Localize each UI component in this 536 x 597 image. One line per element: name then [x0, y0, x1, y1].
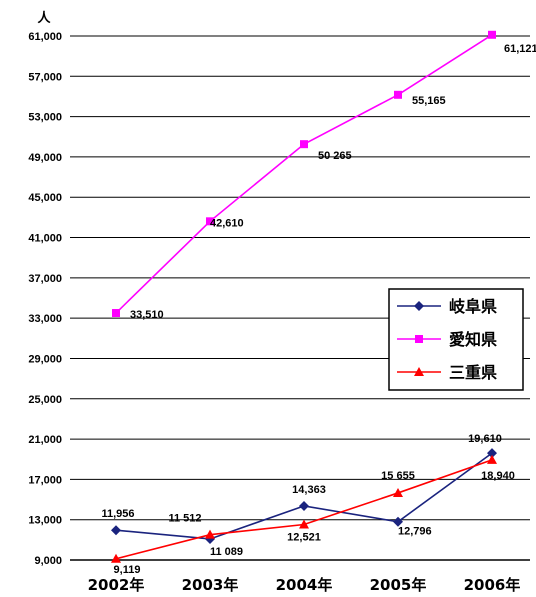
series-aichi: [112, 30, 496, 318]
y-axis-tick-labels: 9,000 13,000 17,000 21,000 25,000 29,000 33,00…: [28, 31, 62, 567]
data-label: 12,521: [287, 532, 321, 544]
y-tick-label: 41,000: [28, 233, 62, 245]
data-label: 50 265: [318, 150, 352, 162]
y-tick-label: 17,000: [28, 474, 62, 486]
legend-label: 愛知県: [449, 330, 497, 349]
data-label: 19,610: [468, 433, 502, 445]
y-tick-label: 45,000: [28, 192, 62, 204]
data-label: 11,956: [101, 508, 134, 520]
data-label: 33,510: [130, 309, 164, 321]
series-mie: [111, 454, 497, 563]
y-tick-label: 53,000: [28, 112, 62, 124]
y-tick-label: 37,000: [28, 273, 62, 285]
data-point-marker: [299, 519, 309, 529]
y-tick-label: 57,000: [28, 71, 62, 83]
y-axis-unit-label: 人: [37, 10, 51, 26]
x-tick-label: 2003年: [182, 576, 239, 594]
data-point-marker: [299, 500, 309, 511]
legend-item-gifu: 岐阜県: [397, 297, 497, 316]
data-label: 11 512: [168, 513, 201, 525]
data-label: 15 655: [381, 470, 415, 482]
y-tick-label: 61,000: [28, 31, 62, 43]
data-label: 11 089: [210, 546, 243, 558]
data-point-marker: [487, 454, 497, 464]
legend-marker: [415, 335, 423, 343]
legend-label: 三重県: [449, 363, 497, 382]
data-point-marker: [111, 553, 121, 563]
data-label: 18,940: [481, 470, 515, 482]
x-tick-label: 2006年: [464, 576, 521, 594]
y-tick-label: 49,000: [28, 152, 62, 164]
legend-label: 岐阜県: [449, 297, 497, 316]
x-axis-tick-labels: 2002年 2003年 2004年 2005年 2006年: [88, 576, 521, 594]
data-label: 14,363: [292, 484, 326, 496]
y-tick-label: 25,000: [28, 394, 62, 406]
data-label: 61,121: [504, 43, 536, 55]
data-point-marker: [393, 516, 403, 527]
x-tick-label: 2005年: [370, 576, 427, 594]
x-tick-label: 2002年: [88, 576, 145, 594]
data-point-marker: [487, 448, 497, 459]
series-layer: [111, 30, 497, 563]
data-point-marker: [112, 309, 120, 318]
y-tick-label: 21,000: [28, 434, 62, 446]
y-tick-label: 29,000: [28, 353, 62, 365]
data-label: 12,796: [398, 526, 432, 538]
y-tick-label: 33,000: [28, 313, 62, 325]
data-labels: 11,956 11 089 14,363 12,796 19,610 33,510 42,6…: [101, 43, 536, 576]
data-point-marker: [300, 140, 308, 149]
data-label: 55,165: [412, 95, 446, 107]
data-point-marker: [394, 90, 402, 99]
legend-item-mie: 三重県: [397, 363, 497, 382]
data-label: 42,610: [210, 217, 244, 229]
series-gifu: [111, 448, 497, 544]
data-label: 9,119: [114, 564, 141, 576]
data-point-marker: [206, 217, 214, 226]
legend-marker: [414, 301, 424, 311]
y-tick-label: 9,000: [34, 555, 62, 567]
y-tick-label: 13,000: [28, 515, 62, 527]
data-point-marker: [205, 529, 215, 539]
data-point-marker: [488, 30, 496, 39]
gridlines: [70, 35, 530, 561]
data-point-marker: [393, 487, 403, 497]
x-tick-label: 2004年: [276, 576, 333, 594]
legend-marker: [414, 367, 424, 376]
data-point-marker: [111, 525, 121, 536]
legend-item-aichi: 愛知県: [397, 330, 497, 349]
